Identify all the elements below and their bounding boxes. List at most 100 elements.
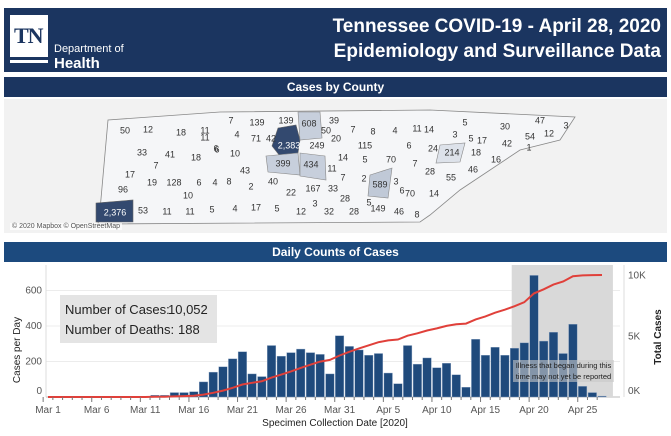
bar-mar-28[interactable] [305,352,315,398]
county-label[interactable]: 28 [425,166,435,176]
county-label[interactable]: 2,376 [104,207,127,217]
county-label[interactable]: 96 [118,184,128,194]
county-label[interactable]: 19 [147,177,157,187]
county-label[interactable]: 6 [196,177,201,187]
county-label[interactable]: 6 [213,143,218,153]
county-label[interactable]: 33 [137,147,147,157]
bar-mar-30[interactable] [325,373,335,398]
county-label[interactable]: 6 [406,140,411,150]
county-label[interactable]: 42 [266,133,276,143]
county-label[interactable]: 11 [200,132,209,142]
bar-apr-15[interactable] [480,355,490,398]
county-label[interactable]: 115 [358,140,372,150]
county-label[interactable]: 2 [248,181,253,191]
county-label[interactable]: 17 [477,135,487,145]
county-label[interactable]: 3 [452,129,457,139]
county-label[interactable]: 22 [286,187,296,197]
county-label[interactable]: 46 [468,164,478,174]
bar-mar-23[interactable] [257,376,267,398]
bar-apr-5[interactable] [383,372,393,398]
bar-apr-13[interactable] [461,387,471,398]
county-label[interactable]: 8 [226,176,231,186]
bar-apr-20[interactable] [529,275,539,398]
county-label[interactable]: 589 [372,179,387,189]
county-label[interactable]: 139 [278,115,293,125]
county-shelby[interactable] [95,199,134,223]
county-label[interactable]: 33 [328,183,338,193]
county-label[interactable]: 399 [275,158,290,168]
county-label[interactable]: 7 [153,160,158,170]
bar-apr-1[interactable] [344,346,354,398]
county-label[interactable]: 12 [544,128,554,138]
county-label[interactable]: 24 [428,143,438,153]
bar-apr-10[interactable] [432,367,442,398]
county-label[interactable]: 14 [429,188,439,198]
bar-apr-17[interactable] [500,355,510,398]
county-label[interactable]: 14 [424,124,434,134]
county-label[interactable]: 608 [301,118,316,128]
county-label[interactable]: 214 [444,147,459,157]
county-label[interactable]: 5 [366,197,371,207]
county-label[interactable]: 17 [125,169,135,179]
county-label[interactable]: 55 [446,172,456,182]
county-knox[interactable] [435,142,466,164]
bar-mar-29[interactable] [315,354,325,398]
county-label[interactable]: 11 [162,206,171,216]
bar-mar-24[interactable] [267,345,277,398]
bar-mar-25[interactable] [276,355,286,398]
county-label[interactable]: 14 [338,152,348,162]
county-label[interactable]: 70 [405,188,415,198]
bar-apr-16[interactable] [490,347,500,398]
county-label[interactable]: 11 [200,125,209,135]
bar-mar-21[interactable] [237,351,247,398]
county-label[interactable]: 5 [468,133,473,143]
county-label[interactable]: 11 [327,163,336,173]
county-label[interactable]: 5 [274,203,279,213]
bar-apr-4[interactable] [374,353,383,398]
county-label[interactable]: 2 [361,173,366,183]
county-label[interactable]: 20 [331,133,341,143]
county-label[interactable]: 46 [394,206,404,216]
county-label[interactable]: 5 [209,204,214,214]
county-label[interactable]: 8 [370,126,375,136]
bar-apr-11[interactable] [442,363,451,398]
county-label[interactable]: 18 [176,127,186,137]
county-label[interactable]: 30 [500,121,510,131]
county-label[interactable]: 12 [296,206,306,216]
county-label[interactable]: 12 [143,124,153,134]
bar-mar-18[interactable] [208,371,218,398]
county-label[interactable]: 249 [309,140,324,150]
bar-mar-20[interactable] [228,358,238,398]
county-label[interactable]: 1 [526,142,531,152]
county-label[interactable]: 50 [120,125,130,135]
bar-apr-9[interactable] [422,357,432,398]
bar-apr-8[interactable] [412,363,422,398]
bar-apr-12[interactable] [451,374,461,398]
county-label[interactable]: 8 [414,209,419,219]
county-label[interactable]: 4 [234,129,239,139]
county-label[interactable]: 3 [393,176,398,186]
county-map[interactable]: 50 12 18 11 33 41 18 6 17 7 96 19 128 6 10 4 2,376 53 11 11… [4,99,667,233]
county-label[interactable]: 39 [329,115,339,125]
bar-apr-3[interactable] [364,355,374,398]
bar-apr-25[interactable] [578,386,588,398]
county-label[interactable]: 28 [340,193,350,203]
bar-mar-27[interactable] [296,348,306,398]
county-label[interactable]: 11 [185,206,194,216]
county-label[interactable]: 3 [563,120,568,130]
county-label[interactable]: 149 [370,203,385,213]
county-label[interactable]: 41 [165,149,175,159]
county-label[interactable]: 3 [312,198,317,208]
county-label[interactable]: 43 [240,165,250,175]
county-label[interactable]: 54 [525,131,535,141]
county-label[interactable]: 18 [191,152,201,162]
bar-mar-22[interactable] [247,373,257,398]
bar-mar-17[interactable] [199,381,208,398]
county-label[interactable]: 17 [251,202,261,212]
county-label[interactable]: 6 [214,144,219,154]
county-label[interactable]: 10 [230,148,240,158]
county-label[interactable]: 139 [249,117,264,127]
county-label[interactable]: 167 [305,183,320,193]
county-label[interactable]: 47 [535,115,545,125]
